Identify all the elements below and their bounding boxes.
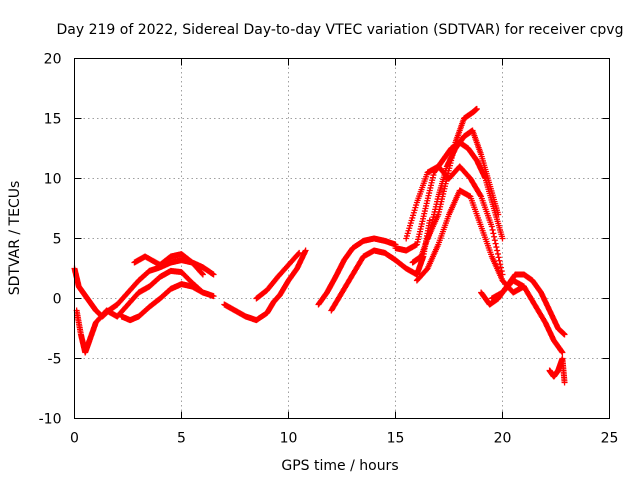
point-markers <box>118 281 217 324</box>
x-tick-label: 25 <box>601 431 619 447</box>
point-markers <box>546 355 568 386</box>
x-tick-labels: 0 5 10 15 20 25 <box>70 431 618 447</box>
point-markers <box>315 235 399 308</box>
x-tick-label: 5 <box>177 431 186 447</box>
point-markers <box>403 163 506 278</box>
x-tick-label: 15 <box>387 431 405 447</box>
data-points <box>71 105 568 386</box>
y-tick-label: -10 <box>39 412 62 428</box>
y-tick-label: 0 <box>53 292 62 308</box>
y-axis-label: SDTVAR / TECUs <box>7 181 23 296</box>
plot-frame <box>74 58 610 419</box>
x-tick-label: 0 <box>70 431 79 447</box>
series-track-4 <box>131 251 206 278</box>
series-track-2 <box>73 267 206 356</box>
chart-title: Day 219 of 2022, Sidereal Day-to-day VTE… <box>57 22 624 38</box>
series-track-12 <box>403 163 506 278</box>
y-tick-label: 20 <box>44 52 62 68</box>
series-track-3 <box>118 281 217 324</box>
series-track-6 <box>253 249 303 302</box>
series-track-16 <box>546 355 568 386</box>
x-tick-label: 20 <box>494 431 512 447</box>
series-track-5 <box>221 247 309 324</box>
y-tick-label: 5 <box>53 232 62 248</box>
x-tick-label: 10 <box>280 431 298 447</box>
point-markers <box>131 251 206 278</box>
point-markers <box>413 187 527 296</box>
y-tick-label: 15 <box>44 112 62 128</box>
grid-lines <box>74 58 610 419</box>
y-tick-label: 10 <box>44 172 62 188</box>
point-markers <box>73 267 206 356</box>
series-track-13 <box>413 187 527 296</box>
series-track-7 <box>315 235 399 308</box>
series-track-14 <box>478 271 568 338</box>
point-markers <box>478 271 568 338</box>
series-track-15 <box>488 277 566 356</box>
x-axis-label: GPS time / hours <box>281 458 398 474</box>
y-tick-labels: -10 -5 0 5 10 15 20 <box>39 52 62 428</box>
point-markers <box>488 277 566 356</box>
point-markers <box>253 249 303 302</box>
y-tick-label: -5 <box>48 352 62 368</box>
point-markers <box>221 247 309 324</box>
